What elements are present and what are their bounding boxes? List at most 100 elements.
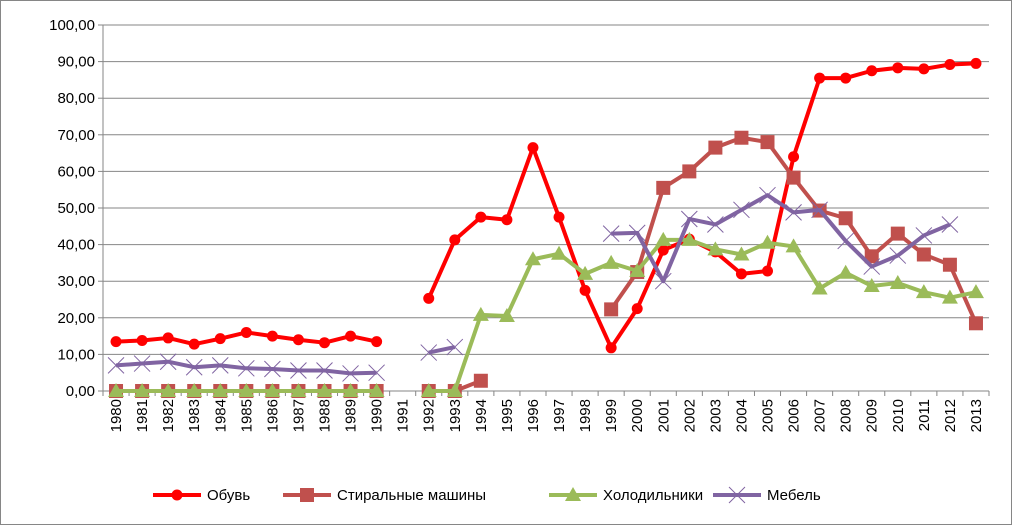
data-point — [915, 284, 932, 299]
data-point — [759, 186, 776, 204]
data-point — [449, 234, 461, 246]
data-point — [682, 164, 697, 179]
data-point — [498, 307, 515, 322]
y-tick-label: 70,00 — [57, 127, 95, 144]
legend-marker — [171, 489, 183, 501]
data-point — [212, 383, 229, 397]
data-point — [162, 332, 174, 344]
data-point — [942, 257, 957, 272]
y-tick-label: 20,00 — [57, 310, 95, 327]
data-point — [941, 216, 959, 233]
data-point — [786, 170, 801, 185]
data-point — [864, 249, 879, 264]
data-point — [473, 373, 488, 388]
data-point — [553, 211, 565, 223]
data-point — [811, 280, 828, 295]
data-point — [970, 57, 982, 69]
data-point — [604, 302, 619, 317]
series-line — [428, 345, 456, 355]
data-point — [814, 72, 826, 84]
data-point — [863, 277, 880, 292]
x-tick-label: 1988 — [317, 399, 334, 432]
x-tick-label: 2000 — [629, 399, 646, 432]
data-point — [475, 211, 487, 223]
x-tick-label: 2002 — [681, 399, 698, 432]
data-point — [423, 292, 435, 304]
data-point — [603, 254, 620, 269]
x-tick-label: 1987 — [290, 399, 307, 432]
data-point — [446, 383, 463, 397]
data-point — [968, 316, 983, 331]
data-point — [107, 357, 125, 374]
x-tick-label: 2003 — [707, 399, 724, 432]
x-tick-label: 1998 — [577, 399, 594, 432]
y-tick-label: 10,00 — [57, 346, 95, 363]
data-point — [579, 284, 591, 296]
y-tick-label: 90,00 — [57, 54, 95, 71]
data-point — [863, 258, 881, 275]
legend-marker — [565, 487, 581, 501]
data-point — [264, 360, 281, 378]
data-point — [733, 246, 750, 261]
data-point — [420, 344, 438, 361]
legend-marker — [728, 486, 746, 504]
data-point — [708, 140, 723, 155]
data-point — [629, 262, 646, 277]
data-point — [186, 383, 203, 397]
data-point — [944, 59, 956, 71]
y-tick-label: 0,00 — [66, 383, 95, 400]
data-point — [108, 383, 125, 397]
data-point — [967, 284, 984, 299]
data-point — [211, 357, 229, 374]
x-tick-label: 1981 — [134, 399, 151, 432]
x-tick-label: 1993 — [447, 399, 464, 432]
y-tick-label: 100,00 — [49, 17, 95, 34]
x-tick-label: 1999 — [603, 399, 620, 432]
data-point — [214, 333, 226, 345]
data-point — [889, 247, 907, 264]
data-point — [657, 244, 669, 256]
data-point — [837, 264, 854, 279]
data-point — [368, 364, 385, 382]
data-point — [892, 62, 904, 74]
x-tick-label: 2007 — [812, 399, 829, 432]
x-tick-label: 1994 — [473, 399, 490, 432]
legend-item-1: Стиральные машины — [283, 487, 486, 504]
data-point — [811, 201, 828, 219]
data-point — [654, 272, 672, 290]
series-line — [115, 359, 377, 376]
x-tick-label: 1980 — [108, 399, 125, 432]
data-point — [524, 251, 541, 266]
data-point — [734, 130, 749, 145]
data-point — [342, 365, 359, 382]
data-point — [760, 135, 775, 150]
x-tick-label: 2005 — [760, 399, 777, 432]
data-point — [345, 330, 357, 342]
data-point — [472, 306, 489, 321]
data-point — [316, 362, 333, 379]
data-point — [240, 326, 252, 338]
y-tick-label: 30,00 — [57, 273, 95, 290]
data-point — [602, 225, 620, 242]
data-point — [264, 383, 281, 397]
x-tick-label: 1986 — [264, 399, 281, 432]
data-point — [785, 238, 802, 253]
data-point — [605, 342, 617, 354]
data-point — [159, 353, 177, 371]
data-point — [837, 232, 855, 250]
data-point — [890, 226, 905, 241]
data-point — [266, 330, 278, 342]
data-point — [735, 268, 747, 280]
x-tick-label: 1997 — [551, 399, 568, 432]
data-point — [762, 265, 773, 277]
data-point — [866, 65, 878, 77]
data-point — [655, 231, 672, 246]
data-point — [316, 383, 333, 397]
x-tick-label: 1985 — [238, 399, 255, 432]
data-point — [759, 234, 776, 249]
data-point — [631, 303, 643, 315]
x-tick-label: 1984 — [212, 399, 229, 432]
y-tick-label: 50,00 — [57, 200, 95, 217]
data-point — [788, 151, 800, 163]
